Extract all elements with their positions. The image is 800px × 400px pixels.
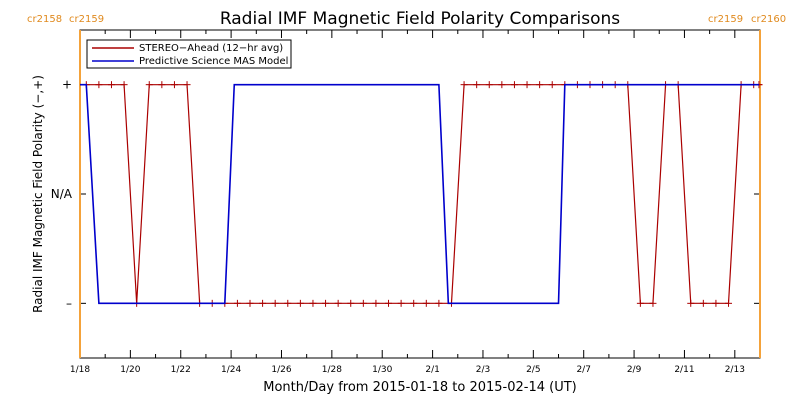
data-point — [536, 81, 544, 89]
data-point — [107, 81, 115, 89]
carrington-markers — [79, 30, 761, 358]
data-point — [385, 299, 393, 307]
data-point — [296, 299, 304, 307]
x-tick-label: 2/13 — [725, 365, 745, 375]
data-point — [322, 299, 330, 307]
data-point — [485, 81, 493, 89]
data-point — [372, 299, 380, 307]
x-tick-label: 2/5 — [526, 365, 540, 375]
data-point — [284, 299, 292, 307]
data-point — [158, 81, 166, 89]
x-tick-label: 2/7 — [576, 365, 590, 375]
cr-label-right-a: cr2159 — [708, 14, 743, 25]
y-tick-label: – — [66, 296, 72, 310]
data-point — [397, 299, 405, 307]
x-tick-label: 1/26 — [271, 365, 291, 375]
series-layer — [80, 81, 763, 307]
data-point — [498, 81, 506, 89]
data-point — [422, 299, 430, 307]
x-tick-label: 2/1 — [425, 365, 439, 375]
x-axis-label: Month/Day from 2015-01-18 to 2015-02-14 … — [263, 380, 576, 395]
x-tick-label: 2/3 — [476, 365, 490, 375]
series-line-stereo — [86, 84, 759, 304]
data-point — [510, 81, 518, 89]
data-point — [473, 81, 481, 89]
legend: STEREO−Ahead (12−hr avg) Predictive Scie… — [86, 39, 292, 69]
y-axis-label: Radial IMF Magnetic Field Polarity (−,+) — [31, 75, 45, 313]
data-point — [259, 299, 267, 307]
plot-frame — [79, 29, 761, 359]
data-point — [460, 81, 468, 89]
data-point — [712, 299, 720, 307]
x-axis: 1/18 1/20 1/22 1/24 1/26 1/28 1/30 2/1 2/3 2/5 2/7… — [70, 30, 761, 375]
data-point — [649, 299, 657, 307]
data-point — [170, 81, 178, 89]
x-tick-label: 2/9 — [627, 365, 642, 375]
y-axis: – N/A + — [51, 78, 760, 310]
data-point — [145, 81, 153, 89]
y-tick-label: N/A — [51, 187, 73, 201]
data-point — [359, 299, 367, 307]
x-tick-label: 1/18 — [70, 365, 90, 375]
cr-label-left-a: cr2158 — [27, 14, 62, 25]
x-tick-label: 1/22 — [171, 365, 191, 375]
data-point — [309, 299, 317, 307]
x-tick-label: 1/30 — [372, 365, 392, 375]
data-point — [183, 81, 191, 89]
data-point — [636, 299, 644, 307]
data-point — [523, 81, 531, 89]
cr-label-left-b: cr2159 — [69, 14, 104, 25]
x-tick-label: 1/24 — [221, 365, 241, 375]
data-point — [699, 299, 707, 307]
data-point — [246, 299, 254, 307]
y-tick-label: + — [62, 78, 72, 92]
data-point — [120, 81, 128, 89]
x-tick-label: 1/20 — [120, 365, 140, 375]
data-point — [548, 81, 556, 89]
data-point — [687, 299, 695, 307]
chart-title: Radial IMF Magnetic Field Polarity Compa… — [220, 9, 620, 29]
data-point — [435, 299, 443, 307]
data-point — [233, 299, 241, 307]
data-point — [410, 299, 418, 307]
series-line-model — [80, 83, 759, 305]
x-tick-label: 2/11 — [674, 365, 694, 375]
data-point — [347, 299, 355, 307]
cr-label-right-b: cr2160 — [751, 14, 786, 25]
legend-label-model: Predictive Science MAS Model — [139, 56, 288, 67]
data-point — [271, 299, 279, 307]
x-tick-label: 1/28 — [322, 365, 342, 375]
data-point — [334, 299, 342, 307]
data-point — [95, 81, 103, 89]
data-point — [725, 299, 733, 307]
legend-label-stereo: STEREO−Ahead (12−hr avg) — [139, 43, 283, 54]
